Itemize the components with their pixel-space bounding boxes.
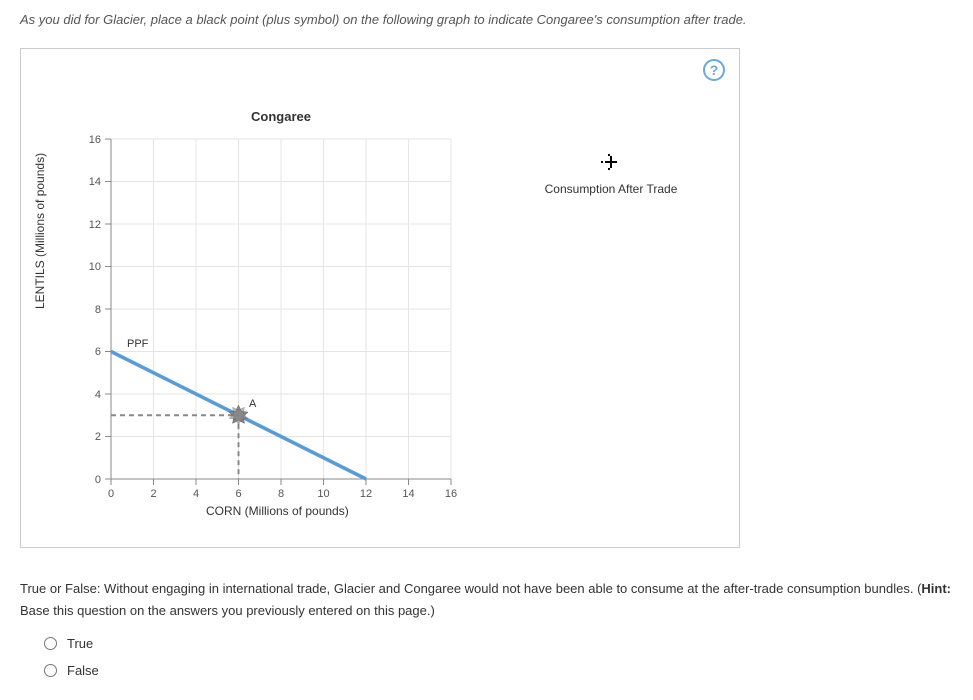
svg-text:10: 10 bbox=[89, 261, 101, 273]
radio-true[interactable]: True bbox=[44, 636, 953, 651]
svg-text:12: 12 bbox=[89, 219, 101, 231]
radio-true-input[interactable] bbox=[44, 637, 57, 650]
hint-text: Base this question on the answers you pr… bbox=[20, 603, 435, 618]
legend[interactable]: Consumption After Trade bbox=[521, 154, 701, 196]
svg-text:0: 0 bbox=[108, 488, 114, 500]
svg-text:4: 4 bbox=[95, 389, 101, 401]
svg-text:2: 2 bbox=[95, 431, 101, 443]
svg-text:0: 0 bbox=[95, 474, 101, 486]
svg-text:6: 6 bbox=[95, 346, 101, 358]
instruction-text: As you did for Glacier, place a black po… bbox=[20, 10, 953, 30]
x-axis-label: CORN (Millions of pounds) bbox=[206, 504, 349, 518]
gridlines bbox=[111, 139, 451, 479]
question-prefix: True or False: Without engaging in inter… bbox=[20, 581, 921, 596]
svg-text:2: 2 bbox=[150, 488, 156, 500]
question-text: True or False: Without engaging in inter… bbox=[20, 578, 953, 622]
radio-false-input[interactable] bbox=[44, 664, 57, 677]
svg-text:4: 4 bbox=[193, 488, 199, 500]
svg-text:16: 16 bbox=[445, 488, 457, 500]
svg-text:12: 12 bbox=[360, 488, 372, 500]
svg-text:8: 8 bbox=[95, 304, 101, 316]
legend-label: Consumption After Trade bbox=[521, 182, 701, 196]
svg-text:14: 14 bbox=[402, 488, 414, 500]
radio-false-label: False bbox=[67, 663, 99, 678]
svg-text:8: 8 bbox=[278, 488, 284, 500]
ppf-label: PPF bbox=[127, 338, 149, 350]
svg-text:14: 14 bbox=[89, 176, 101, 188]
radio-true-label: True bbox=[67, 636, 93, 651]
hint-label: Hint: bbox=[921, 581, 951, 596]
help-button[interactable]: ? bbox=[703, 59, 725, 81]
x-tick-labels: 0 2 4 6 8 10 12 14 16 bbox=[108, 488, 457, 500]
svg-text:6: 6 bbox=[235, 488, 241, 500]
graph-region[interactable]: Congaree LENTILS (Millions of pounds) bbox=[41, 109, 721, 539]
svg-text:16: 16 bbox=[89, 134, 101, 146]
graph-panel: ? Congaree LENTILS (Millions of pounds) bbox=[20, 48, 740, 548]
chart-svg[interactable]: 0 2 4 6 8 10 12 14 16 0 2 4 6 8 10 12 14… bbox=[41, 109, 501, 529]
point-a-label: A bbox=[249, 398, 257, 410]
plus-icon[interactable] bbox=[601, 154, 621, 174]
radio-false[interactable]: False bbox=[44, 663, 953, 678]
y-tick-labels: 0 2 4 6 8 10 12 14 16 bbox=[89, 134, 101, 486]
radio-group: True False bbox=[20, 636, 953, 678]
svg-text:10: 10 bbox=[317, 488, 329, 500]
